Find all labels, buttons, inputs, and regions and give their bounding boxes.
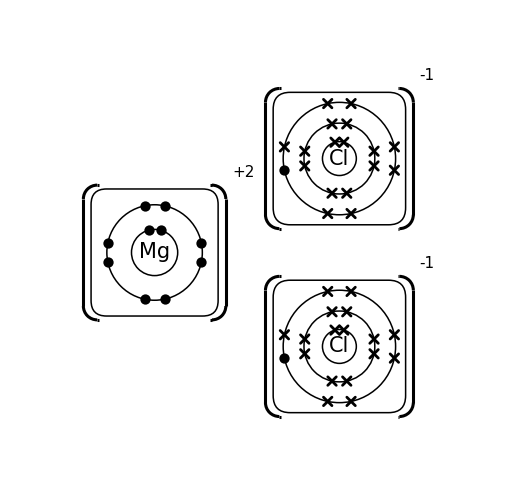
Point: [145, 226, 153, 234]
Text: Cl: Cl: [329, 336, 350, 356]
Point: [161, 202, 169, 210]
Point: [197, 258, 206, 266]
Point: [140, 202, 149, 210]
Text: -1: -1: [420, 256, 435, 271]
Point: [140, 295, 149, 303]
Text: +2: +2: [232, 164, 254, 180]
FancyBboxPatch shape: [273, 280, 406, 412]
Point: [280, 354, 289, 362]
Text: -1: -1: [420, 68, 435, 83]
Point: [156, 226, 165, 234]
Text: Mg: Mg: [139, 242, 170, 262]
Point: [161, 295, 169, 303]
Text: Cl: Cl: [329, 148, 350, 169]
Point: [104, 238, 112, 246]
Point: [280, 166, 289, 174]
Point: [104, 258, 112, 266]
FancyBboxPatch shape: [91, 189, 218, 316]
FancyBboxPatch shape: [273, 92, 406, 225]
Point: [197, 238, 206, 246]
